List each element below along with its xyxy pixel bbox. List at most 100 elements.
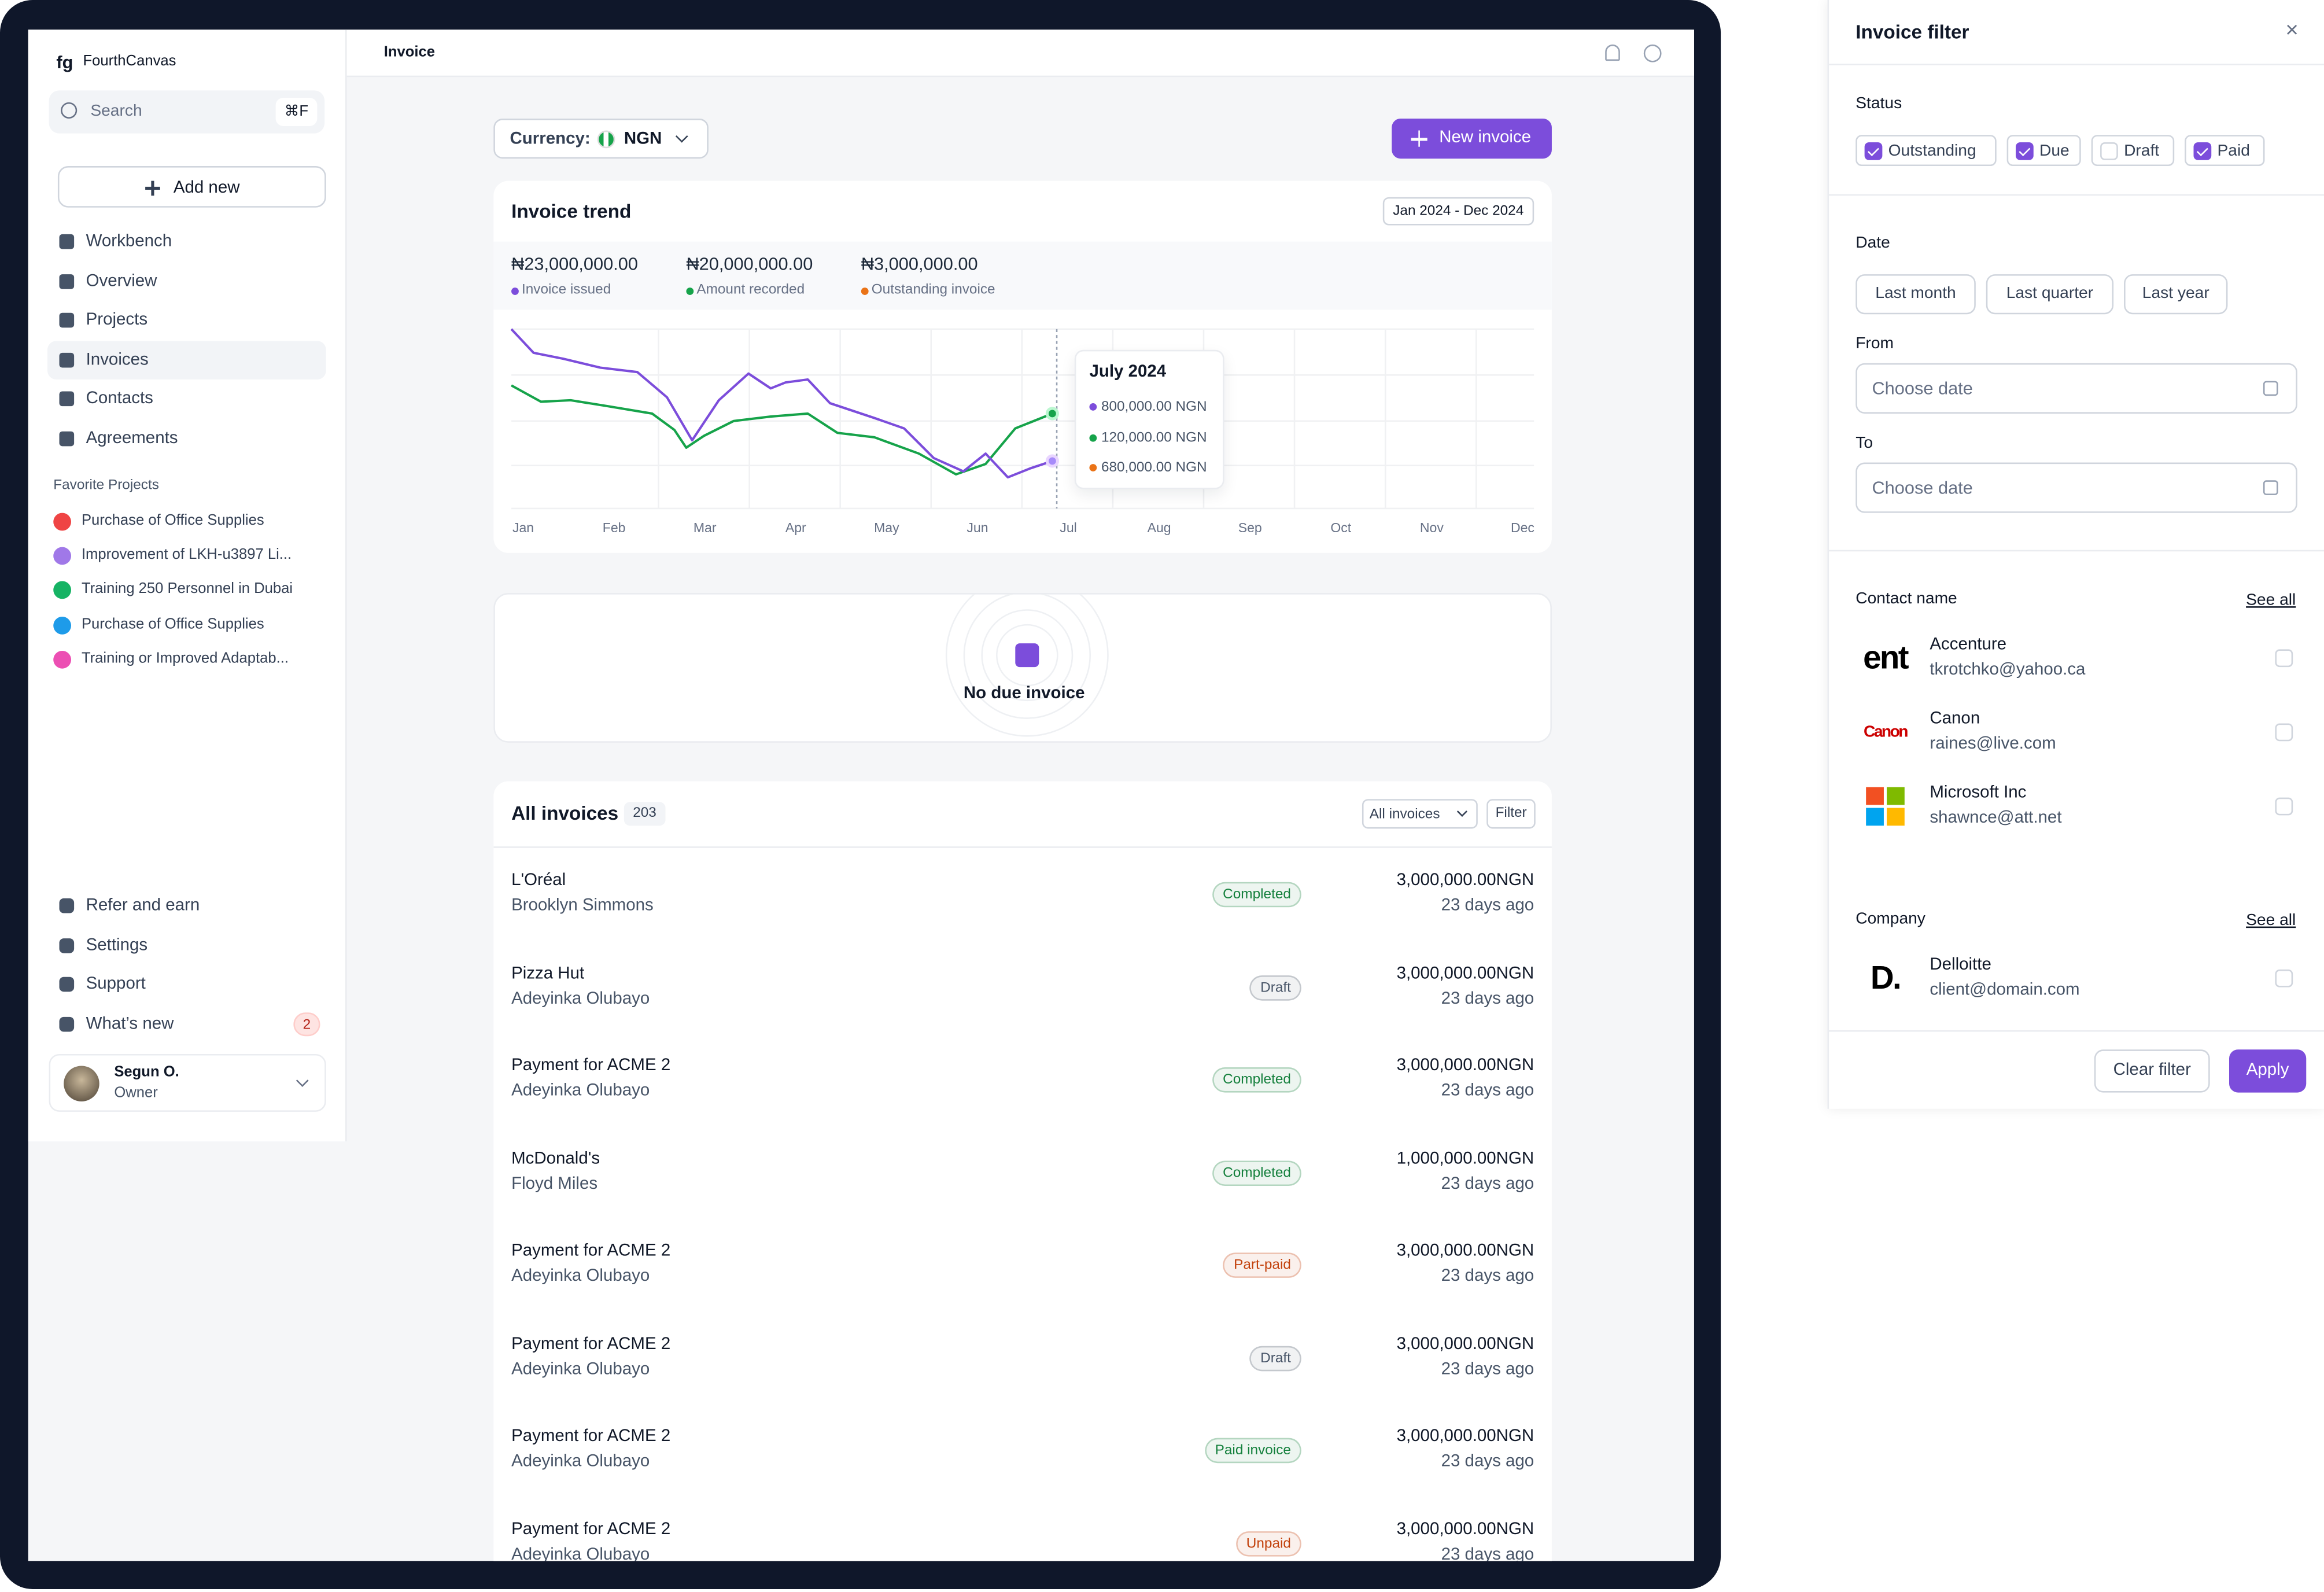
purple-point xyxy=(1045,454,1059,468)
status-checkbox[interactable]: Due xyxy=(2006,135,2081,166)
invoices-card: All invoices 203 All invoices Filter L'Oréal… xyxy=(493,781,1552,1561)
contact-name: Microsoft Inc xyxy=(1930,784,2027,802)
favorite-dot xyxy=(53,547,71,565)
invoices-select[interactable]: All invoices xyxy=(1362,799,1478,829)
bottom-nav-item[interactable]: What’s new xyxy=(86,1015,174,1033)
nav-item[interactable]: Invoices xyxy=(86,351,149,369)
date-button[interactable]: Last year xyxy=(2124,274,2228,315)
invoice-row[interactable]: L'Oréal Brooklyn Simmons Completed 3,000,00… xyxy=(493,848,1552,940)
ring xyxy=(996,624,1058,687)
contact-name: Accenture xyxy=(1930,636,2007,654)
contact-checkbox[interactable] xyxy=(2275,797,2293,816)
invoice-row[interactable]: Payment for ACME 2 Adeyinka Olubayo Comple… xyxy=(493,1033,1552,1125)
to-input[interactable]: Choose date xyxy=(1855,462,2297,513)
favorite-item[interactable]: Improvement of LKH-u3897 Li... xyxy=(81,547,292,563)
nav-item[interactable]: Agreements xyxy=(86,430,178,448)
filter-button[interactable]: Filter xyxy=(1486,799,1536,829)
invoice-client: Floyd Miles xyxy=(511,1174,598,1193)
month-label: Aug xyxy=(1148,520,1171,535)
favorite-item[interactable]: Purchase of Office Supplies xyxy=(81,513,264,529)
workspace-name: FourthCanvas xyxy=(83,53,176,70)
status-checkbox[interactable]: Draft xyxy=(2091,135,2175,166)
empty-text: No due invoice xyxy=(963,684,1085,703)
invoice-time: 23 days ago xyxy=(1441,1082,1534,1100)
status-option: Draft xyxy=(2124,142,2160,160)
currency-code: NGN xyxy=(624,130,662,149)
user-role: Owner xyxy=(114,1085,158,1101)
currency-select[interactable]: Currency: NGN xyxy=(493,119,709,159)
invoice-title: Payment for ACME 2 xyxy=(511,1427,671,1446)
bottom-nav-item[interactable]: Refer and earn xyxy=(86,897,200,915)
nav-item[interactable]: Contacts xyxy=(86,390,153,408)
favorite-item[interactable]: Training 250 Personnel in Dubai xyxy=(81,581,293,598)
new-invoice-button[interactable]: New invoice xyxy=(1392,119,1552,159)
invoice-time: 23 days ago xyxy=(1441,1267,1534,1285)
panel-title: Invoice filter xyxy=(1855,20,1969,43)
nav-icon xyxy=(59,1016,75,1031)
add-new-button[interactable]: Add new xyxy=(57,166,326,208)
favorite-dot xyxy=(53,513,71,531)
invoice-row[interactable]: McDonald's Floyd Miles Completed 1,000,000.… xyxy=(493,1126,1552,1218)
invoice-amount: 3,000,000.00NGN xyxy=(1397,961,1534,985)
nav-item[interactable]: Projects xyxy=(86,311,148,330)
invoice-row[interactable]: Payment for ACME 2 Adeyinka Olubayo Part-p… xyxy=(493,1218,1552,1310)
invoice-client: Adeyinka Olubayo xyxy=(511,1267,650,1285)
company-checkbox[interactable] xyxy=(2275,969,2293,987)
status-pill: Part-paid xyxy=(1223,1252,1301,1278)
clear-filter-button[interactable]: Clear filter xyxy=(2094,1049,2210,1093)
contact-checkbox[interactable] xyxy=(2275,723,2293,742)
tooltip-row: 120,000.00 NGN xyxy=(1101,429,1207,446)
stat-value: ₦23,000,000.00 xyxy=(511,253,638,275)
date-button[interactable]: Last month xyxy=(1855,274,1976,315)
search-placeholder: Search xyxy=(90,102,142,120)
status-pill: Completed xyxy=(1212,1160,1301,1185)
search-box[interactable]: Search ⌘F xyxy=(49,90,325,134)
amount-value: 3,000,000.00 xyxy=(1396,1057,1496,1075)
invoice-row[interactable]: Payment for ACME 2 Adeyinka Olubayo Draft 3… xyxy=(493,1311,1552,1403)
invoice-time: 23 days ago xyxy=(1441,1545,1534,1561)
status-checkbox[interactable]: Outstanding xyxy=(1855,135,1997,166)
nav-item[interactable]: Workbench xyxy=(86,233,172,251)
invoice-client: Adeyinka Olubayo xyxy=(511,1082,650,1100)
invoice-row[interactable]: Payment for ACME 2 Adeyinka Olubayo Unpaid… xyxy=(493,1497,1552,1561)
divider xyxy=(1829,194,2324,196)
close-button[interactable]: × xyxy=(2285,17,2299,43)
from-input[interactable]: Choose date xyxy=(1855,363,2297,414)
plus-v xyxy=(1418,130,1421,147)
amount-currency: NGN xyxy=(1496,1335,1534,1353)
contact-logo: Canon xyxy=(1858,710,1912,754)
favorite-item[interactable]: Purchase of Office Supplies xyxy=(81,617,264,633)
divider xyxy=(1829,550,2324,552)
invoice-row[interactable]: Payment for ACME 2 Adeyinka Olubayo Paid i… xyxy=(493,1404,1552,1496)
invoice-time: 23 days ago xyxy=(1441,989,1534,1008)
shortcut: ⌘F xyxy=(275,98,318,126)
date-button[interactable]: Last quarter xyxy=(1986,274,2114,315)
user-card[interactable]: Segun O. Owner xyxy=(49,1053,326,1112)
bottom-nav-item[interactable]: Settings xyxy=(86,936,148,955)
currency-label: Currency: xyxy=(510,130,591,149)
nav-icon xyxy=(59,938,75,953)
status-option: Outstanding xyxy=(1888,142,1976,160)
from-label: From xyxy=(1855,335,1894,353)
purple-line xyxy=(510,328,1053,479)
badge: 2 xyxy=(293,1012,320,1037)
to-label: To xyxy=(1855,434,1873,452)
date-placeholder: Choose date xyxy=(1872,378,1973,399)
apply-button[interactable]: Apply xyxy=(2229,1049,2307,1093)
invoice-row[interactable]: Pizza Hut Adeyinka Olubayo Draft 3,000,000.… xyxy=(493,941,1552,1033)
nav-item[interactable]: Overview xyxy=(86,272,157,290)
amount-value: 3,000,000.00 xyxy=(1396,1427,1496,1446)
contact-name: Canon xyxy=(1930,710,1980,728)
bottom-nav-item[interactable]: Support xyxy=(86,975,146,994)
nav-icon xyxy=(59,977,75,992)
stat-label: Outstanding invoice xyxy=(871,281,995,298)
invoice-amount: 3,000,000.00NGN xyxy=(1397,1425,1534,1449)
month-label: Mar xyxy=(693,520,717,535)
contact-checkbox[interactable] xyxy=(2275,649,2293,668)
favorite-item[interactable]: Training or Improved Adaptab... xyxy=(81,650,289,668)
date-label: Date xyxy=(1855,234,1890,252)
invoice-title: L'Oréal xyxy=(511,871,566,890)
favorite-dot xyxy=(53,650,71,669)
status-checkbox[interactable]: Paid xyxy=(2185,135,2265,166)
amount-currency: NGN xyxy=(1496,1057,1534,1075)
